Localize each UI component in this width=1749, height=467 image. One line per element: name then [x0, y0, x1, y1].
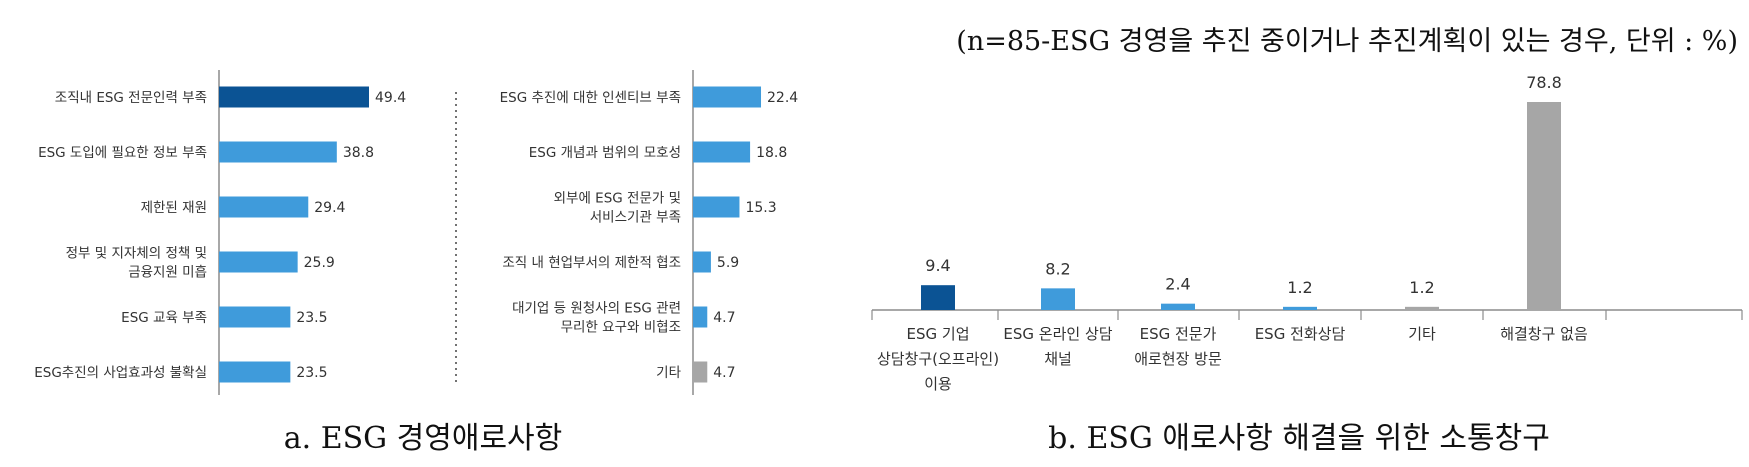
value-label-b-5: 1.2: [1409, 278, 1434, 297]
caption-b: b. ESG 애로사항 해결을 위한 소통창구: [1048, 421, 1550, 456]
category-label-b-2-line1: ESG 온라인 상담: [1003, 325, 1112, 343]
category-label-b-1-line1: ESG 기업: [907, 325, 970, 343]
bar-a1-5: [219, 306, 291, 328]
unit-note: (n=85-ESG 경영을 추진 중이거나 추진계획이 있는 경우, 단위 : …: [956, 26, 1738, 57]
value-label-a1-4: 25.9: [304, 255, 335, 271]
category-label-a2-4: 조직 내 현업부서의 제한적 협조: [502, 255, 681, 271]
caption-a: a. ESG 경영애로사항: [284, 421, 563, 456]
bar-a2-3: [693, 196, 740, 218]
category-label-a1-1: 조직내 ESG 전문인력 부족: [55, 90, 207, 106]
value-label-a2-3: 15.3: [745, 200, 776, 216]
bar-b-6: [1527, 102, 1561, 310]
category-label-a2-3-line1: 외부에 ESG 전문가 및: [554, 191, 681, 207]
category-label-a2-5-line2: 무리한 요구와 비협조: [561, 320, 681, 336]
value-label-a1-6: 23.5: [296, 365, 327, 381]
category-label-a2-3-line2: 서비스기관 부족: [590, 210, 681, 226]
category-label-b-3-line2: 애로현장 방문: [1134, 350, 1222, 368]
category-label-a1-6: ESG추진의 사업효과성 불확실: [34, 365, 207, 381]
category-label-b-6: 해결창구 없음: [1500, 325, 1588, 343]
category-label-a1-5: ESG 교육 부족: [121, 310, 207, 326]
bar-a2-5: [693, 306, 708, 328]
bar-b-4: [1283, 306, 1317, 310]
bar-b-5: [1405, 306, 1439, 310]
bar-a1-4: [219, 251, 298, 273]
category-label-a1-3: 제한된 재원: [141, 200, 207, 216]
category-label-a1-2: ESG 도입에 필요한 정보 부족: [38, 145, 207, 161]
value-label-a1-2: 38.8: [343, 145, 374, 161]
category-label-b-3-line1: ESG 전문가: [1140, 325, 1217, 343]
category-label-b-5: 기타: [1408, 325, 1436, 343]
category-label-a2-5-line1: 대기업 등 원청사의 ESG 관련: [512, 301, 681, 317]
bar-a1-3: [219, 196, 309, 218]
value-label-b-2: 8.2: [1045, 259, 1070, 278]
value-label-a2-5: 4.7: [713, 310, 735, 326]
value-label-b-4: 1.2: [1287, 278, 1312, 297]
category-label-a1-4-line2: 금융지원 미흡: [128, 265, 207, 281]
bar-b-1: [921, 285, 955, 310]
value-label-b-1: 9.4: [925, 256, 950, 275]
bar-a2-2: [693, 141, 751, 163]
value-label-b-3: 2.4: [1165, 275, 1190, 294]
category-label-a2-1: ESG 추진에 대한 인센티브 부족: [500, 90, 681, 106]
value-label-a1-5: 23.5: [296, 310, 327, 326]
value-label-a1-3: 29.4: [314, 200, 345, 216]
value-label-a2-2: 18.8: [756, 145, 787, 161]
bar-a1-2: [219, 141, 337, 163]
chart-a-bars: 49.4 조직내 ESG 전문인력 부족 38.8 ESG 도입에 필요한 정보 부족…: [34, 86, 798, 383]
bar-b-2: [1041, 288, 1075, 310]
bar-a1-1: [219, 86, 369, 108]
category-label-b-2-line2: 채널: [1044, 350, 1072, 368]
category-label-b-1-line3: 이용: [924, 375, 952, 393]
category-label-a2-2: ESG 개념과 범위의 모호성: [529, 145, 681, 161]
bar-a1-6: [219, 361, 291, 383]
category-label-a2-6: 기타: [656, 365, 681, 381]
value-label-a2-1: 22.4: [767, 90, 798, 106]
category-label-b-1-line2: 상담창구(오프라인): [877, 350, 999, 368]
value-label-a2-6: 4.7: [713, 365, 735, 381]
value-label-b-6: 78.8: [1526, 73, 1562, 92]
category-label-b-4: ESG 전화상담: [1255, 325, 1346, 343]
bar-a2-1: [693, 86, 762, 108]
value-label-a2-4: 5.9: [717, 255, 739, 271]
bar-a2-6: [693, 361, 708, 383]
bar-a2-4: [693, 251, 711, 273]
bar-b-3: [1161, 303, 1195, 310]
value-label-a1-1: 49.4: [375, 90, 406, 106]
category-label-a1-4-line1: 정부 및 지자체의 정책 및: [66, 246, 207, 262]
